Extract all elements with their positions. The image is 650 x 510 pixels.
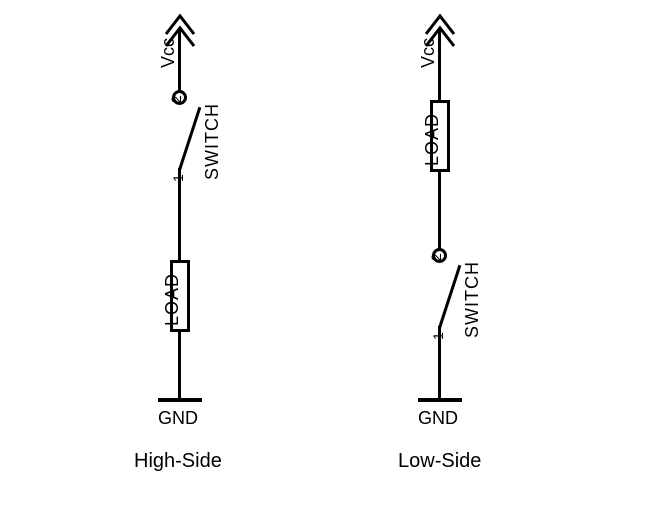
gnd-label: GND xyxy=(158,408,198,429)
switch-pin-2: 2 xyxy=(428,253,444,261)
switch-label: SWITCH xyxy=(202,103,223,180)
wire-segment xyxy=(178,28,181,92)
wire-segment xyxy=(438,172,441,250)
gnd-bar-icon xyxy=(158,398,202,402)
circuit-low-side: Vcc LOAD 2 1 SWITCH GND Low-Side xyxy=(380,10,500,470)
switch-arm-icon xyxy=(438,265,461,329)
circuit-caption: Low-Side xyxy=(398,450,481,473)
load-label: LOAD xyxy=(422,113,443,166)
gnd-bar-icon xyxy=(418,398,462,402)
wire-segment xyxy=(178,332,181,400)
schematic-canvas: Vcc 2 1 SWITCH LOAD GND High-Side Vcc xyxy=(0,0,650,510)
switch-arm-icon xyxy=(178,107,201,171)
load-label: LOAD xyxy=(162,273,183,326)
switch-pin-2: 2 xyxy=(168,95,184,103)
wire-segment xyxy=(438,28,441,100)
wire-segment xyxy=(438,326,441,400)
wire-segment xyxy=(178,168,181,260)
switch-label: SWITCH xyxy=(462,261,483,338)
vcc-label: Vcc xyxy=(158,38,179,68)
vcc-label: Vcc xyxy=(418,38,439,68)
gnd-label: GND xyxy=(418,408,458,429)
circuit-caption: High-Side xyxy=(134,450,222,473)
circuit-high-side: Vcc 2 1 SWITCH LOAD GND High-Side xyxy=(120,10,240,470)
